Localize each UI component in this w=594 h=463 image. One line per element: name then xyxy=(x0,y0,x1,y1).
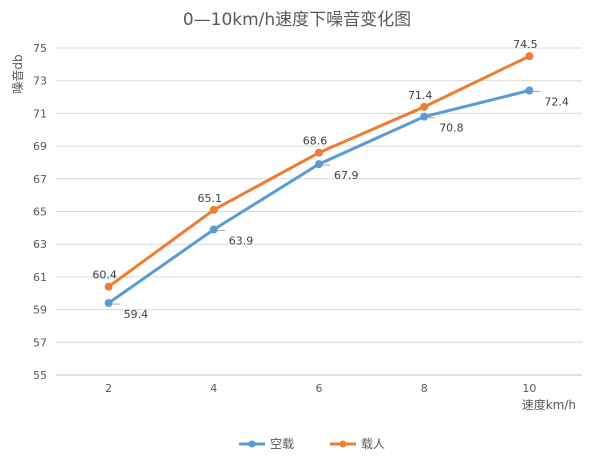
y-tick-label: 75 xyxy=(33,42,47,55)
y-tick-label: 65 xyxy=(33,206,47,219)
legend-label: 空载 xyxy=(270,437,294,451)
data-point xyxy=(315,160,323,169)
data-label: 67.9 xyxy=(334,169,359,182)
data-label: 70.8 xyxy=(439,122,464,135)
legend-marker xyxy=(248,440,256,448)
y-tick-label: 69 xyxy=(33,140,47,153)
x-tick-labels: 2 4 6 8 10 xyxy=(105,382,536,395)
y-tick-label: 55 xyxy=(33,369,47,382)
x-tick-label: 8 xyxy=(421,382,428,395)
x-tick-label: 6 xyxy=(316,382,323,395)
y-tick-label: 57 xyxy=(33,336,47,349)
x-axis-title: 速度km/h xyxy=(522,397,576,412)
data-point xyxy=(209,225,218,234)
y-tick-label: 59 xyxy=(33,304,47,317)
data-point xyxy=(525,52,534,61)
chart-title: 0—10km/h速度下噪音变化图 xyxy=(183,10,411,30)
data-point xyxy=(315,148,323,157)
data-label: 68.6 xyxy=(303,135,328,148)
data-label: 63.9 xyxy=(229,234,254,247)
data-point xyxy=(525,86,534,95)
y-tick-label: 63 xyxy=(33,238,47,251)
x-tick-label: 10 xyxy=(522,382,536,395)
data-point xyxy=(420,102,429,111)
y-tick-label: 71 xyxy=(33,107,47,120)
x-tick-label: 4 xyxy=(210,382,217,395)
y-axis-title: 噪音db xyxy=(10,54,25,93)
data-label: 72.4 xyxy=(544,96,569,109)
series-line-0 xyxy=(107,89,531,305)
legend-marker xyxy=(339,440,347,448)
x-tick-label: 2 xyxy=(105,382,112,395)
y-tick-label: 73 xyxy=(33,75,47,88)
gridlines xyxy=(56,47,582,376)
data-point xyxy=(104,282,113,291)
legend-label: 载人 xyxy=(361,437,385,451)
y-tick-labels: 55 57 59 61 63 65 67 69 71 73 75 xyxy=(33,42,47,382)
series-layer xyxy=(104,52,534,308)
data-point xyxy=(420,112,429,121)
data-label: 60.4 xyxy=(92,269,117,282)
data-label: 71.4 xyxy=(408,89,433,102)
series-line-1 xyxy=(107,54,531,289)
legend: 空载 载人 xyxy=(239,437,385,451)
data-labels: 59.4 63.9 67.9 70.8 72.4 60.4 65.1 68.6 71.4 74.5 xyxy=(92,38,569,321)
y-tick-label: 67 xyxy=(33,173,47,186)
y-tick-label: 61 xyxy=(33,271,47,284)
data-point xyxy=(104,299,113,308)
data-label: 59.4 xyxy=(124,308,149,321)
data-point xyxy=(209,205,218,214)
data-label: 65.1 xyxy=(198,192,223,205)
data-label: 74.5 xyxy=(513,38,538,51)
